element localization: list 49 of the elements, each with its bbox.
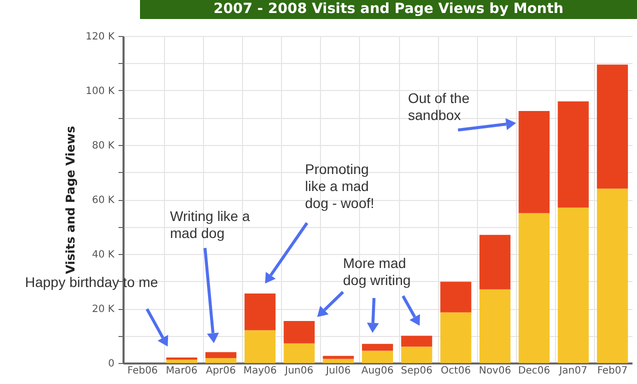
bar [518, 213, 550, 363]
y-tick-label: 100 K [86, 86, 115, 97]
bar [558, 208, 589, 363]
annotation: Promoting like a mad dog - woof! [305, 161, 374, 211]
bar [284, 321, 315, 344]
annotation: More mad dog writing [343, 255, 411, 288]
x-tick-label: May06 [243, 366, 277, 376]
bar [440, 312, 472, 363]
bar [479, 289, 510, 363]
y-tick-label: 40 K [92, 250, 115, 260]
bar [362, 350, 393, 363]
chart-title: 2007 - 2008 Visits and Page Views by Month [140, 0, 637, 19]
x-tick-label: Dec06 [518, 366, 550, 376]
bar [518, 110, 550, 214]
y-tick-label: 0 [108, 358, 114, 370]
x-tick-label: Nov06 [478, 366, 512, 376]
bar [362, 344, 393, 351]
x-tick-label: Jul06 [324, 366, 351, 376]
bar [558, 101, 589, 208]
bar [205, 352, 236, 358]
x-tick-label: Jun06 [284, 366, 314, 376]
x-tick-label: Aug06 [361, 366, 394, 376]
x-tick-label: Apr06 [206, 366, 236, 376]
bar [596, 64, 628, 189]
bar [322, 356, 354, 359]
y-tick-label: 60 K [92, 195, 115, 206]
x-tick-label: Sep06 [400, 366, 432, 376]
bar [284, 343, 315, 363]
bar [244, 294, 276, 330]
bar [596, 188, 628, 363]
annotation: Writing like a mad dog [170, 208, 250, 241]
bar [401, 336, 432, 347]
bar [322, 358, 354, 363]
x-tick-label: Jan07 [558, 366, 588, 376]
x-tick-label: Oct06 [440, 366, 471, 376]
bar [479, 234, 510, 290]
bar [205, 358, 236, 363]
x-tick-label: Feb07 [597, 366, 628, 376]
bar [166, 360, 198, 363]
bar [401, 346, 432, 363]
bar [244, 330, 276, 363]
y-tick-label: 120 K [86, 32, 115, 42]
annotation: Out of the sandbox [408, 90, 470, 123]
y-tick-label: 80 K [92, 140, 115, 152]
x-tick-label: Feb06 [127, 366, 158, 376]
bar [440, 282, 472, 312]
y-tick-label: 20 K [92, 304, 115, 315]
y-axis-title: Visits and Page Views [64, 126, 78, 274]
x-tick-label: Mar06 [166, 366, 198, 376]
